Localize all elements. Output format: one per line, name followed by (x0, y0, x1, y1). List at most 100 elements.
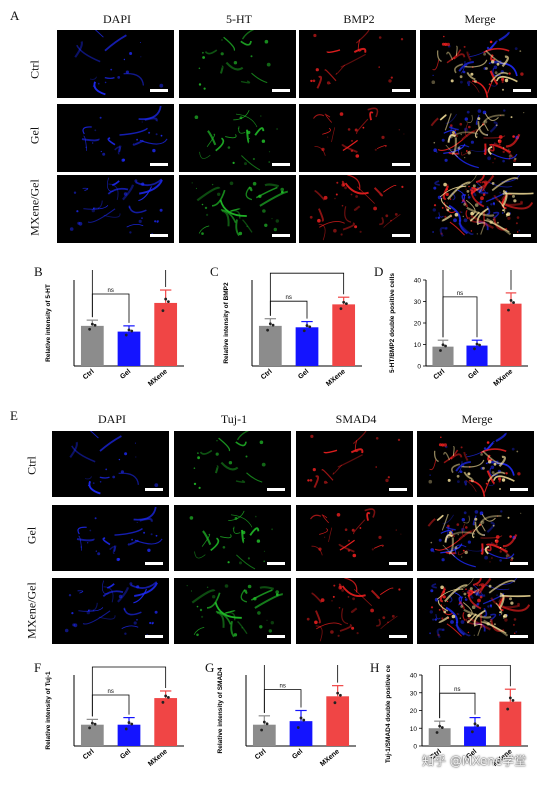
bar-ctrl (252, 724, 276, 746)
data-point (511, 698, 515, 702)
data-point (130, 329, 134, 333)
data-point (296, 726, 300, 729)
data-point (166, 300, 170, 304)
bar-mxene (154, 698, 178, 746)
data-point (265, 722, 269, 726)
scale-bar (272, 234, 290, 237)
x-tick-label: MXene (325, 368, 347, 388)
x-tick-label: Gel (467, 368, 480, 381)
panel-letter-e: E (10, 408, 18, 423)
bar-ctrl (432, 346, 454, 366)
significance-label: * (305, 270, 308, 273)
significance-bracket (91, 694, 130, 717)
x-tick-label: Ctrl (82, 368, 96, 381)
y-tick-label: 10 (414, 342, 422, 349)
bar-gel (117, 331, 141, 366)
scale-bar (272, 89, 290, 92)
scale-bar (145, 635, 163, 638)
data-point (441, 343, 445, 347)
data-point (124, 333, 128, 337)
a-micrograph-r2-c4 (420, 104, 537, 172)
x-tick-label: Ctrl (254, 748, 268, 761)
e-micrograph-r2-c3 (296, 505, 413, 571)
x-tick-label: Ctrl (433, 368, 447, 381)
bar-gel (289, 721, 313, 746)
chart-svg: Relative intensity of BMP2 Ctrl Gel MXene ns… (223, 264, 362, 388)
e-micrograph-r3-c4 (417, 578, 534, 644)
scale-bar (392, 89, 410, 92)
significance-label: ns (285, 295, 291, 301)
data-point (88, 327, 92, 331)
data-point (438, 724, 442, 728)
y-axis-label: Relative intensity of BMP2 (223, 282, 230, 364)
y-tick-label: 0 (417, 364, 421, 371)
e-micrograph-r1-c1 (52, 431, 169, 497)
row-label-gel: Gel (27, 126, 42, 145)
data-point (166, 695, 170, 699)
x-tick-label: Gel (297, 368, 310, 381)
data-point (444, 344, 447, 348)
row-label-mxene-gel: MXene/Gel (27, 179, 42, 236)
a-micrograph-r3-c3 (299, 175, 416, 243)
x-tick-label: Gel (119, 748, 132, 761)
x-tick-label: Ctrl (260, 368, 274, 381)
a-micrograph-r1-c3 (299, 30, 416, 98)
e-micrograph-r1-c4 (417, 431, 534, 497)
chart-g-smad4-intensity: Relative intensity of SMAD4 Ctrl Gel MXene n… (212, 653, 372, 780)
scale-bar (267, 488, 285, 491)
col-header-merge: Merge (464, 12, 496, 26)
scale-bar (267, 562, 285, 565)
data-point (302, 718, 306, 722)
data-point (271, 323, 275, 327)
col-header-bmp2: BMP2 (343, 12, 375, 26)
col-header-5ht: 5-HT (226, 12, 252, 26)
chart-svg: 5-HT/BMP2 double positive cells 0 10 20 30 40… (389, 260, 528, 388)
row-label-gel-e: Gel (24, 526, 39, 545)
a-micrograph-r3-c4 (420, 175, 537, 243)
x-tick-label: MXene (493, 368, 515, 388)
x-tick-label: MXene (147, 368, 169, 388)
y-axis-label: Relative intensity of 5-HT (45, 284, 52, 362)
col-header-dapi-e: DAPI (97, 412, 126, 426)
x-tick-label: MXene (319, 748, 341, 768)
data-point (90, 322, 94, 326)
scale-bar (150, 163, 168, 166)
significance-label: ** (126, 665, 132, 667)
scale-bar (513, 163, 531, 166)
chart-svg: Relative intensity of 5-HT Ctrl Gel MXene ns (45, 265, 184, 388)
chart-svg: Tuj-1/SMAD4 double positive cells 0 10 20 30… (385, 656, 528, 768)
data-point (512, 301, 515, 304)
data-point (333, 701, 337, 705)
significance-bracket (439, 664, 511, 719)
scale-bar (145, 562, 163, 565)
bar-ctrl (80, 325, 104, 366)
panel-letter-d: D (374, 264, 384, 279)
data-point (305, 324, 309, 327)
x-tick-label: MXene (147, 748, 169, 768)
y-tick-label: 30 (414, 299, 422, 306)
e-micrograph-r3-c2 (174, 578, 291, 644)
scale-bar (150, 89, 168, 92)
significance-label: ns (454, 687, 460, 693)
data-point (262, 720, 266, 724)
panel-letter-g: G (205, 660, 215, 675)
data-point (302, 329, 306, 333)
data-point (124, 727, 128, 731)
scale-bar (392, 234, 410, 237)
a-micrograph-r1-c4 (420, 30, 537, 98)
col-header-tuj1: Tuj-1 (220, 412, 248, 426)
bar-mxene (500, 303, 522, 366)
chart-svg: Relative intensity of SMAD4 Ctrl Gel MXene n… (217, 653, 356, 768)
x-tick-label: Gel (119, 368, 132, 381)
y-tick-label: 0 (413, 744, 417, 751)
data-point (509, 299, 513, 302)
bar-gel (295, 327, 319, 366)
data-point (308, 325, 312, 329)
a-micrograph-r3-c2 (179, 175, 296, 243)
e-micrograph-r2-c4 (417, 505, 534, 571)
significance-bracket (91, 293, 130, 323)
data-point (440, 726, 444, 729)
data-point (344, 302, 348, 306)
bar-gel (464, 726, 486, 746)
data-point (435, 731, 439, 734)
